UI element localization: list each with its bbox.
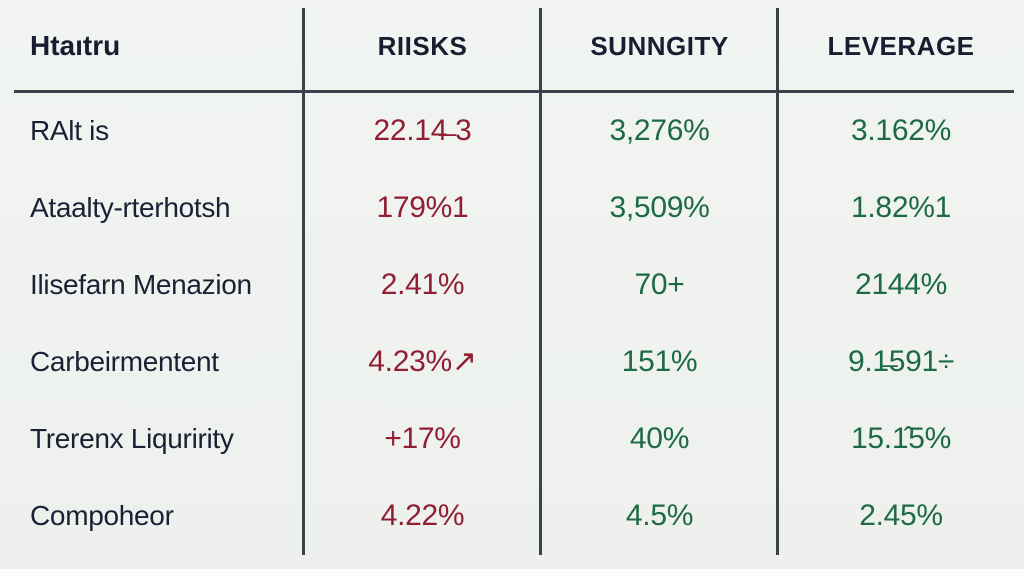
risks-value: 4.23%↗ — [368, 345, 477, 378]
column-header-leverage: LEVERAGE — [827, 30, 975, 61]
sunngity-value: 40% — [629, 421, 690, 455]
risks-value: 4.22% — [380, 498, 465, 532]
risks-value: +17% — [384, 421, 461, 455]
column-divider-sunngity — [539, 8, 542, 555]
leverage-value: 15.1̂5% — [851, 421, 951, 455]
row-label: Ilisefarn Menazion — [30, 268, 252, 300]
risks-value: 22.14̶ 3 — [373, 113, 472, 147]
column-header-risks: RIISKS — [377, 30, 468, 61]
leverage-value: 1.82%1 — [851, 190, 951, 224]
leverage-value: 3.162% — [851, 113, 951, 147]
column-divider-risks — [302, 8, 305, 555]
sunngity-value: 4.5% — [625, 498, 694, 532]
sunngity-value: 151% — [621, 344, 698, 378]
risks-value: 179%1 — [376, 190, 469, 224]
sunngity-value: 3,276% — [609, 113, 710, 147]
row-label: RAlt is — [30, 114, 109, 146]
column-header-sunngity: SUNNGITY — [590, 30, 729, 61]
header-divider — [14, 90, 1014, 93]
bottom-edge — [0, 569, 1024, 576]
row-label: Carbeirmentent — [30, 345, 219, 377]
column-divider-leverage — [776, 8, 779, 555]
row-label: Ataalty-rterhotsh — [30, 191, 231, 223]
risks-value: 2.41% — [380, 267, 465, 301]
leverage-value: 9.1̶591÷ — [847, 344, 955, 378]
leverage-value: 2144% — [855, 267, 947, 301]
column-header-label: Htaıtru — [30, 30, 121, 61]
table-grid: Htaıtru RIISKS SUNNGITY LEVERAGE RAlt is… — [30, 30, 975, 532]
sunngity-value: 70+ — [634, 267, 685, 301]
row-label: Trerenx Liquririty — [30, 422, 234, 454]
sunngity-value: 3,509% — [609, 190, 710, 224]
row-label: Compoheor — [30, 499, 174, 531]
leverage-value: 2.45% — [859, 498, 943, 532]
